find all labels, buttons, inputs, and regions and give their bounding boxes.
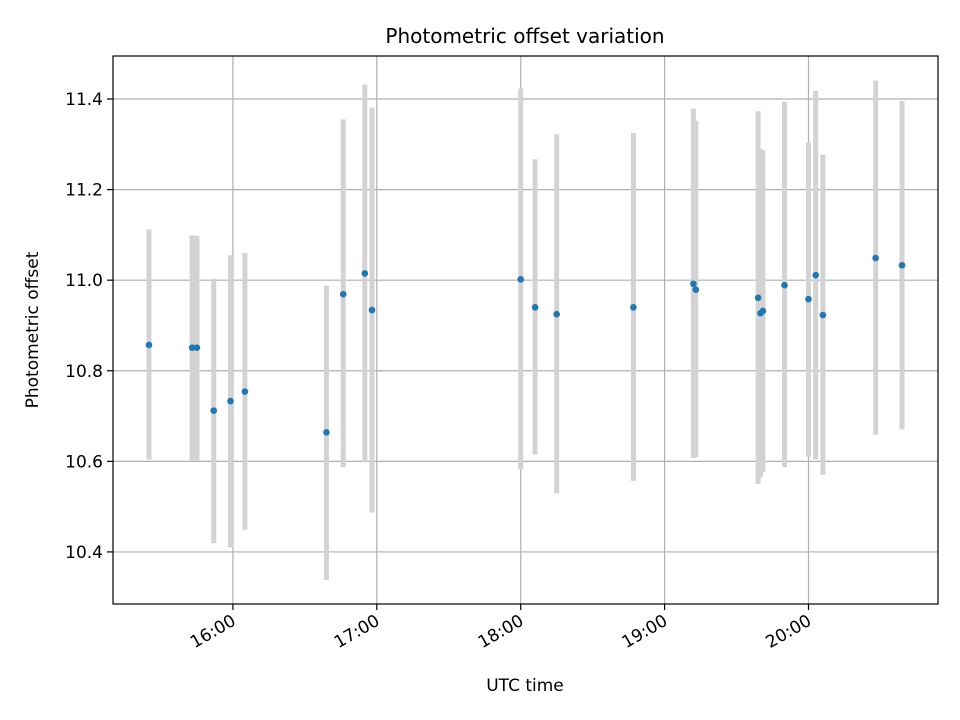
data-point [692, 286, 700, 293]
data-point [193, 344, 201, 351]
data-point [630, 304, 637, 311]
data-point [368, 306, 376, 314]
y-tick-label: 10.8 [65, 362, 103, 382]
y-tick-label: 11.0 [65, 271, 103, 291]
data-point [323, 429, 330, 436]
data-point [872, 254, 879, 262]
y-tick-label: 10.4 [65, 543, 103, 563]
x-axis-label: UTC time [486, 676, 564, 696]
data-point [781, 281, 788, 289]
data-point [517, 275, 525, 283]
y-axis-label: Photometric offset [23, 251, 43, 408]
data-point [339, 290, 347, 298]
chart-title: Photometric offset variation [385, 24, 664, 48]
data-point [361, 270, 369, 277]
data-points [145, 254, 906, 436]
data-point [188, 344, 196, 351]
data-point [754, 294, 762, 302]
plot-frame [112, 55, 939, 605]
y-tick-label: 10.6 [65, 452, 103, 472]
data-point [210, 407, 218, 414]
data-point [531, 304, 539, 311]
data-point [819, 311, 827, 319]
data-point [227, 397, 234, 405]
data-point [241, 388, 249, 395]
data-point [553, 310, 560, 318]
y-tick-label: 11.2 [65, 181, 103, 201]
data-point [145, 341, 153, 349]
data-point [812, 271, 819, 279]
data-point [805, 295, 812, 303]
data-point [898, 261, 906, 269]
y-tick-label: 11.4 [65, 90, 103, 110]
data-point [759, 307, 767, 315]
data-point [690, 280, 697, 288]
